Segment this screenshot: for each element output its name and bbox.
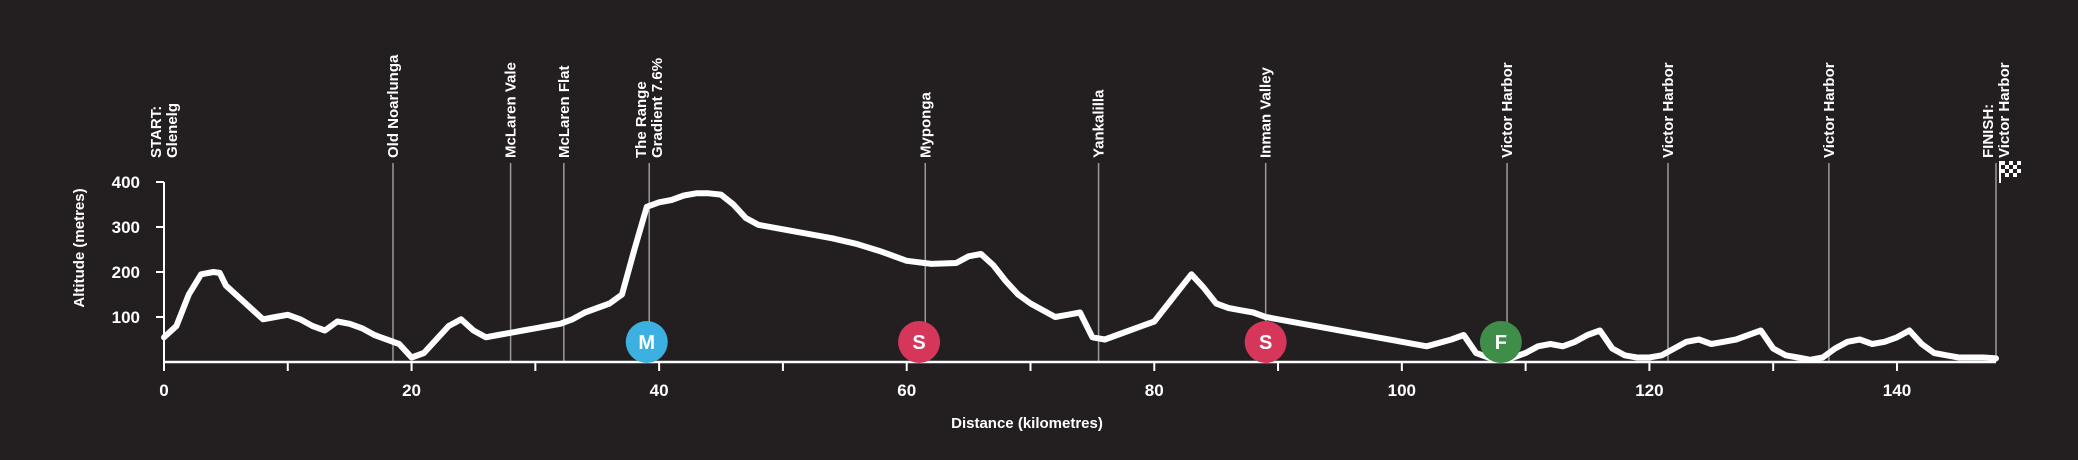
location-label-line: Victor Harbor [1499, 62, 1516, 158]
x-tick-label: 120 [1635, 381, 1663, 400]
flag-square [2001, 169, 2005, 173]
flag-square [2017, 173, 2021, 177]
x-tick-label: 40 [650, 381, 669, 400]
y-tick-label: 100 [112, 308, 140, 327]
marker-letter: S [1259, 332, 1272, 354]
location-label: Victor Harbor [1660, 62, 1677, 158]
location-label-line: The Range [633, 81, 650, 158]
flag-square [2013, 169, 2017, 173]
flag-square [2009, 169, 2013, 173]
location-label: START:Glenelg [148, 103, 181, 158]
y-ticks: 100 200 300 400 [112, 173, 164, 327]
flag-square [2001, 165, 2005, 169]
flag-square [2001, 173, 2005, 177]
marker-letter: F [1495, 332, 1507, 354]
location-label: McLaren Vale [503, 62, 520, 158]
location-label: Old Noarlunga [385, 54, 402, 158]
location-label: The RangeGradient 7.6% [633, 58, 666, 158]
flag-square [2001, 161, 2005, 165]
flag-square [2017, 165, 2021, 169]
x-tick-label: 100 [1388, 381, 1416, 400]
flag-square [2013, 173, 2017, 177]
location-label-line: Glenelg [164, 103, 181, 158]
x-tick-label: 80 [1145, 381, 1164, 400]
flag-square [2017, 161, 2021, 165]
marker-S-badge [1244, 321, 1287, 363]
flag-square [2005, 169, 2009, 173]
location-label-line: Gradient 7.6% [649, 58, 666, 158]
y-tick-label: 200 [112, 263, 140, 282]
location-labels: START:Glenelg Old Noarlunga McLaren Vale Mc… [148, 54, 2013, 158]
location-label-line: Victor Harbor [1660, 62, 1677, 158]
location-label-line: Inman Valley [1258, 66, 1275, 158]
flag-square [2005, 173, 2009, 177]
y-tick-label: 400 [112, 173, 140, 192]
location-label: McLaren Flat [556, 65, 573, 158]
flag-square [2013, 165, 2017, 169]
location-label: FINISH:Victor Harbor [1980, 62, 2013, 158]
x-tick-label: 140 [1883, 381, 1911, 400]
location-label: Victor Harbor [1821, 62, 1838, 158]
location-label-line: Myponga [917, 92, 934, 158]
location-label: Inman Valley [1258, 66, 1275, 158]
flag-square [2017, 169, 2021, 173]
flag-square [2009, 165, 2013, 169]
location-label: Myponga [917, 92, 934, 158]
flag-square [2005, 161, 2009, 165]
x-tick-label: 20 [402, 381, 421, 400]
location-label-line: Victor Harbor [1821, 62, 1838, 158]
location-label-line: START: [148, 106, 165, 158]
checkered-flag-icon [1999, 161, 2021, 183]
flag-square [2013, 161, 2017, 165]
location-label-line: Yankalilla [1091, 89, 1108, 158]
location-label: Victor Harbor [1499, 62, 1516, 158]
location-label-line: McLaren Vale [503, 62, 520, 158]
marker-letter: S [912, 332, 925, 354]
x-axis-title: Distance (kilometres) [951, 415, 1103, 432]
location-label-line: Victor Harbor [1996, 62, 2013, 158]
flag-square [2005, 165, 2009, 169]
x-tick-label: 60 [897, 381, 916, 400]
flag-square [2009, 173, 2013, 177]
marker-M-badge [625, 321, 668, 363]
x-tick-label: 0 [159, 381, 168, 400]
y-tick-label: 300 [112, 218, 140, 237]
marker-F-badge [1479, 321, 1522, 363]
location-label-line: McLaren Flat [556, 65, 573, 158]
altitude-line [161, 190, 1999, 363]
location-label-line: Old Noarlunga [385, 54, 402, 158]
location-label-line: FINISH: [1980, 104, 1997, 158]
marker-letter: M [638, 332, 655, 354]
x-ticks: 0 20 40 60 80 100 120 140 [159, 362, 1911, 400]
location-label: Yankalilla [1091, 89, 1108, 158]
marker-S-badge [898, 321, 941, 363]
y-axis-title: Altitude (metres) [71, 188, 88, 307]
flag-square [2009, 161, 2013, 165]
